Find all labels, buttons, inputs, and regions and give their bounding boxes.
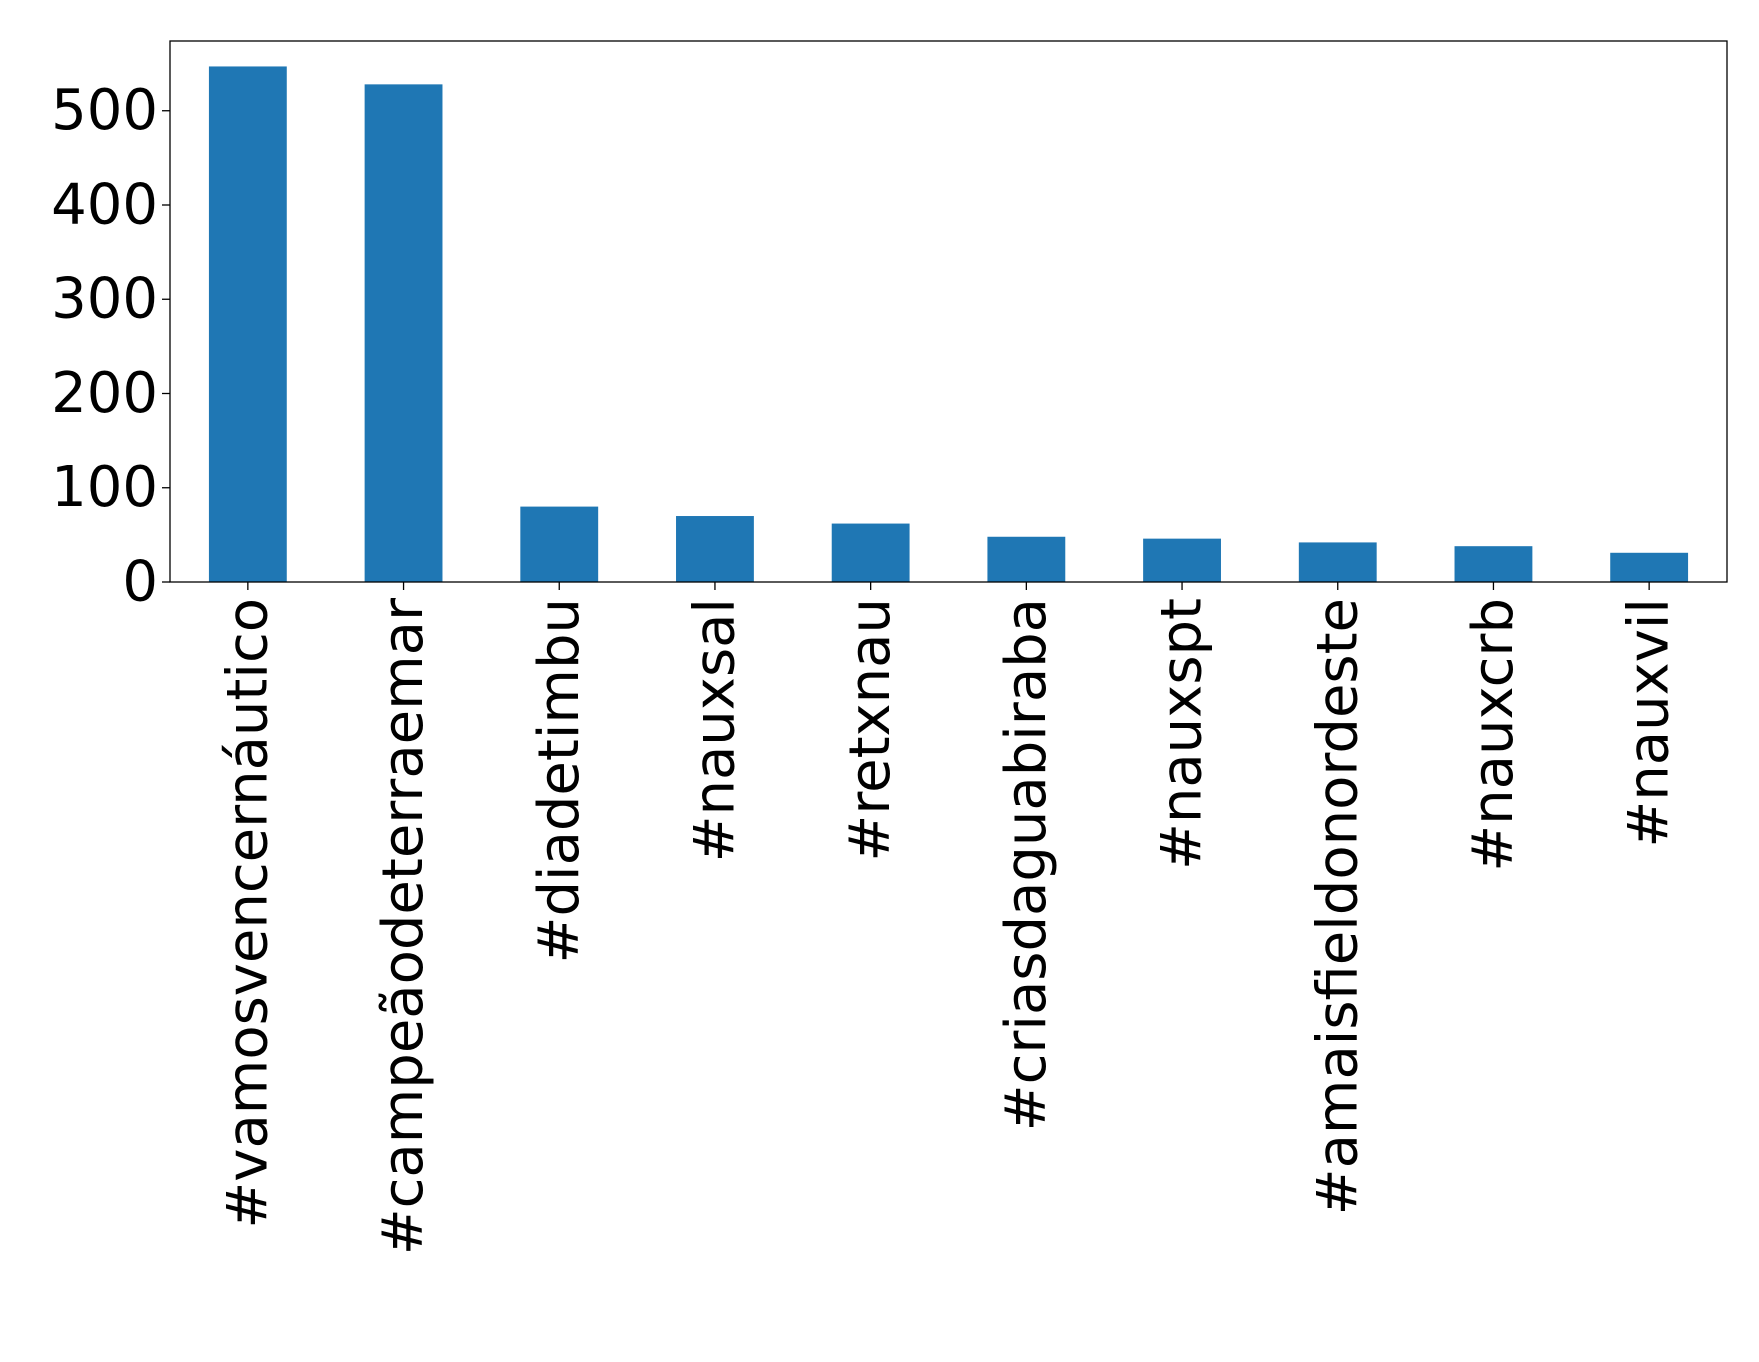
bar-3 [520, 506, 599, 582]
x-tick-label: #diadetimbu [527, 598, 592, 963]
y-tick-label: 300 [51, 267, 158, 332]
x-tick-label: #nauxvil [1617, 598, 1682, 848]
bar-1 [208, 66, 287, 582]
y-tick-label: 100 [51, 455, 158, 520]
x-axis: #vamosvencernáutico #campeãodeterraemar #d… [215, 582, 1682, 1255]
x-tick-label: #nauxspt [1150, 598, 1215, 870]
x-tick-label: #nauxcrb [1461, 598, 1526, 872]
bars-group [208, 66, 1689, 582]
bar-7 [1143, 538, 1221, 582]
y-tick-label: 500 [51, 78, 158, 143]
bar-8 [1298, 542, 1377, 582]
bar-4 [676, 516, 754, 582]
x-tick-label: #criasdaguabiraba [994, 598, 1059, 1131]
y-tick-label: 0 [122, 550, 158, 615]
x-tick-label: #vamosvencernáutico [215, 598, 280, 1229]
bar-6 [987, 536, 1066, 582]
x-tick-label: #retxnau [838, 598, 903, 862]
x-tick-label: #campeãodeterraemar [371, 597, 436, 1255]
bar-5 [831, 523, 910, 582]
y-tick-label: 400 [51, 172, 158, 237]
x-tick-label: #nauxsal [682, 598, 747, 862]
plot-frame [169, 40, 1728, 583]
y-axis: 0 100 200 300 400 500 [51, 78, 170, 615]
x-tick-label: #amaisfieldonordeste [1305, 598, 1370, 1215]
bar-10 [1610, 552, 1689, 582]
y-tick-label: 200 [51, 361, 158, 426]
bar-9 [1454, 546, 1533, 582]
bar-2 [364, 84, 443, 582]
